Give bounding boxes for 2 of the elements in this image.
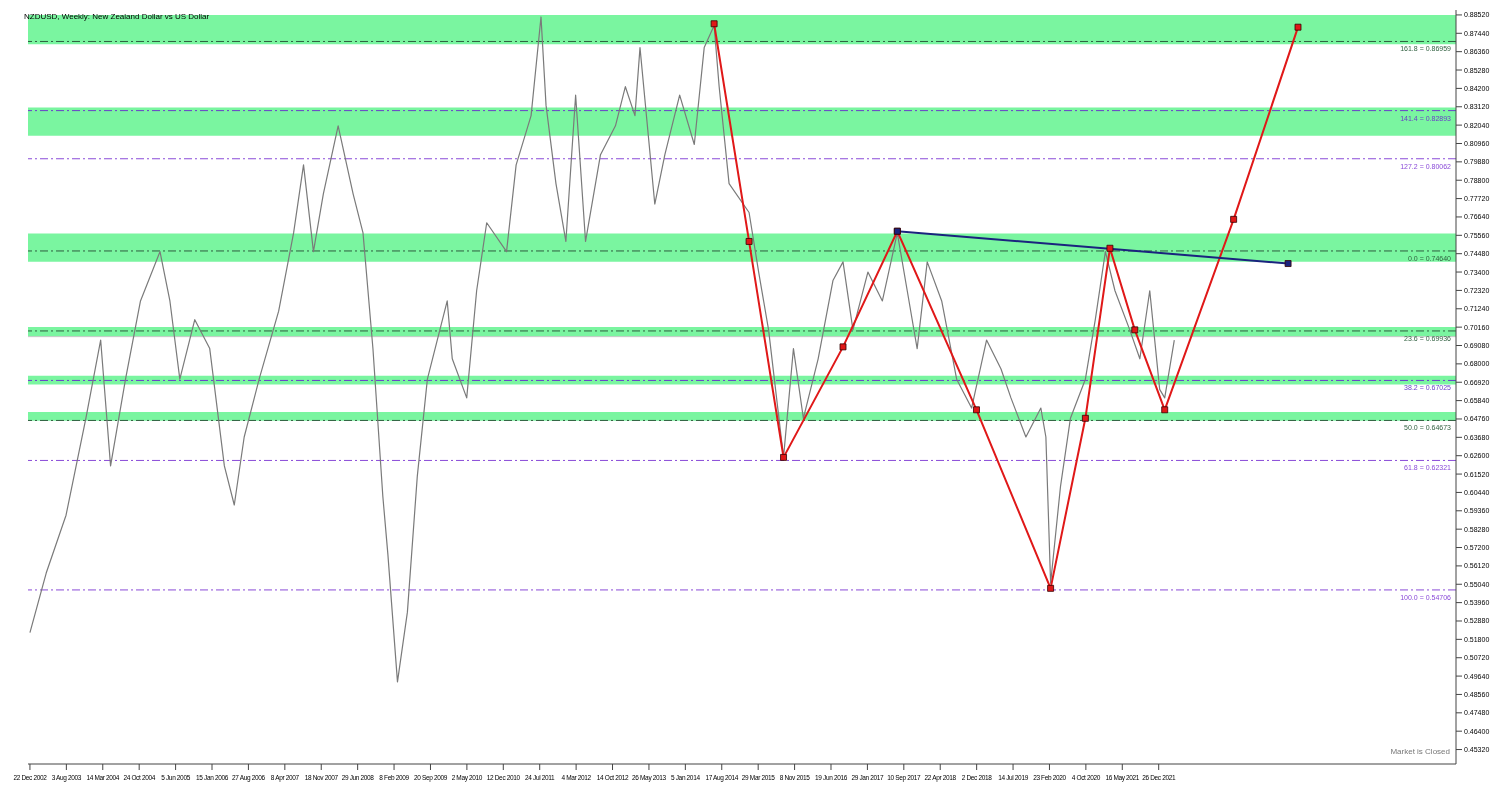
annotation: Market is Closed bbox=[1390, 747, 1450, 756]
chart-title: NZDUSD, Weekly: New Zealand Dollar vs US Dollar bbox=[24, 12, 210, 21]
